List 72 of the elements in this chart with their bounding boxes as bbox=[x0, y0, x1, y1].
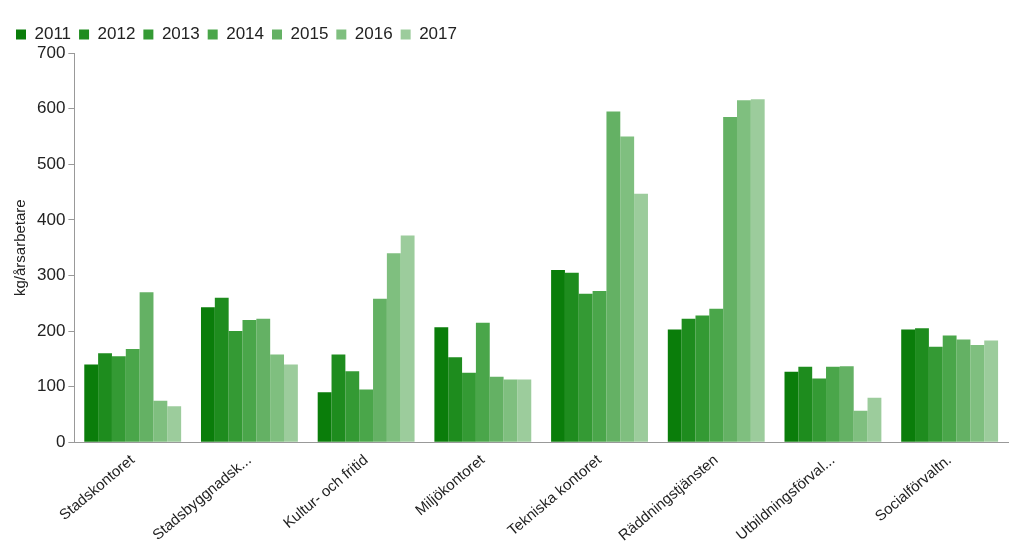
legend-label: 2013 bbox=[161, 24, 200, 44]
legend-label: 2011 bbox=[34, 24, 72, 44]
bar bbox=[942, 335, 957, 442]
y-tick-label: 400 bbox=[36, 209, 66, 229]
bar bbox=[620, 136, 635, 442]
y-tick-label: 700 bbox=[36, 42, 66, 62]
bar bbox=[750, 99, 765, 442]
bar bbox=[709, 308, 724, 442]
bar bbox=[256, 318, 271, 442]
bar bbox=[915, 328, 929, 442]
bar bbox=[681, 318, 696, 442]
bar bbox=[839, 366, 854, 442]
bar bbox=[228, 331, 243, 442]
bar bbox=[284, 364, 298, 442]
y-axis-title: kg/årsarbetare bbox=[11, 199, 29, 297]
legend-label: 2017 bbox=[419, 24, 457, 44]
bar bbox=[564, 272, 579, 442]
bar bbox=[970, 345, 985, 442]
bar bbox=[812, 378, 827, 442]
bar bbox=[984, 340, 999, 442]
bar bbox=[345, 371, 360, 442]
bar bbox=[737, 100, 751, 442]
bar bbox=[826, 366, 840, 442]
bar bbox=[434, 327, 449, 442]
bar bbox=[798, 366, 813, 442]
bar bbox=[167, 406, 182, 442]
y-tick-label: 500 bbox=[36, 153, 66, 173]
bar bbox=[475, 322, 490, 442]
bar bbox=[98, 353, 112, 442]
bar bbox=[784, 371, 799, 442]
bar bbox=[462, 372, 476, 442]
bar bbox=[695, 315, 710, 442]
bar bbox=[503, 379, 518, 442]
bar bbox=[331, 354, 346, 442]
bar bbox=[139, 292, 154, 442]
bar bbox=[606, 111, 621, 442]
bar bbox=[578, 293, 593, 442]
bar bbox=[592, 291, 607, 442]
bar bbox=[242, 319, 257, 442]
bar bbox=[634, 193, 648, 442]
bar bbox=[359, 389, 374, 442]
bar bbox=[723, 116, 737, 442]
bar bbox=[317, 392, 332, 442]
bar bbox=[386, 253, 401, 442]
bar bbox=[551, 269, 565, 442]
bar bbox=[125, 348, 140, 442]
bar bbox=[489, 376, 504, 442]
legend-label: 2014 bbox=[226, 24, 265, 44]
legend-label: 2015 bbox=[290, 24, 329, 44]
bar bbox=[153, 400, 168, 442]
bar bbox=[111, 356, 126, 442]
bar bbox=[853, 410, 868, 442]
bar bbox=[373, 298, 387, 442]
legend-label: 2016 bbox=[354, 24, 393, 44]
y-tick-label: 200 bbox=[36, 320, 66, 340]
bar bbox=[84, 364, 99, 442]
y-tick-label: 300 bbox=[36, 265, 66, 285]
bar bbox=[901, 329, 916, 442]
y-tick-label: 0 bbox=[55, 432, 66, 452]
bar bbox=[517, 379, 532, 442]
legend-label: 2012 bbox=[97, 24, 136, 44]
y-tick-label: 100 bbox=[36, 376, 66, 396]
bar bbox=[667, 329, 682, 442]
bar bbox=[956, 339, 971, 442]
bar bbox=[867, 397, 882, 442]
bar bbox=[448, 357, 463, 442]
bar bbox=[928, 346, 943, 442]
y-tick-label: 600 bbox=[36, 98, 66, 118]
bar bbox=[400, 235, 415, 442]
bar bbox=[200, 307, 215, 442]
bar bbox=[270, 354, 285, 442]
bar bbox=[214, 297, 229, 442]
